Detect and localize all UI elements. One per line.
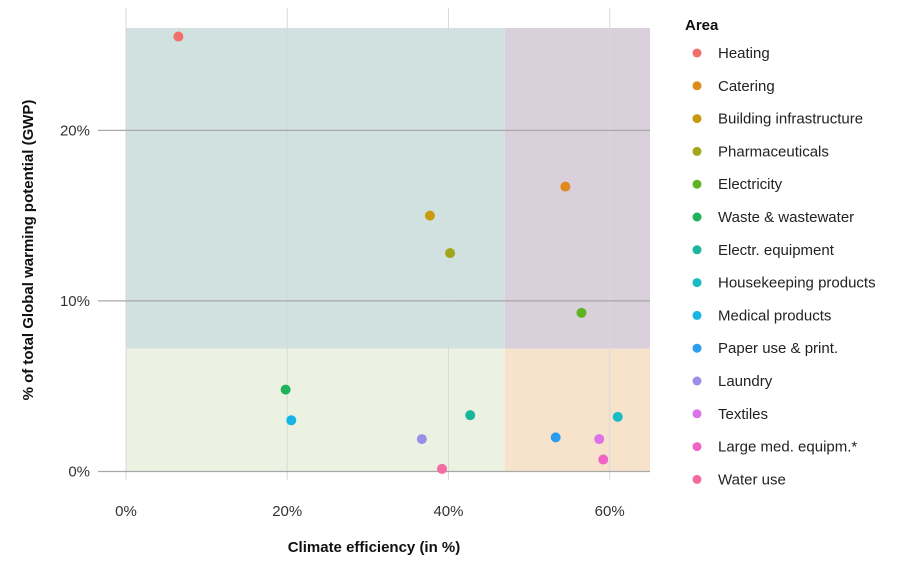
legend-item-electricity: Electricity [692,176,783,193]
point-water-use [437,463,448,474]
y-tick-label: 10% [60,293,90,310]
point-paper-use-print [550,432,561,443]
legend-marker [692,48,702,58]
legend-item-waste-wastewater: Waste & wastewater [692,209,854,226]
legend-label: Waste & wastewater [718,209,854,226]
legend-item-housekeeping-products: Housekeeping products [692,275,876,292]
point-waste-wastewater [280,384,291,395]
legend: Area Heating Catering Building infrastruct… [685,17,876,488]
background-region-1 [126,28,505,349]
legend-label: Laundry [718,373,773,390]
point-catering [560,181,571,192]
point-housekeeping-products [612,411,623,422]
x-axis-ticks: 0% 20% 40% 60% [115,503,625,520]
legend-label: Heating [718,45,770,62]
legend-marker [692,114,702,124]
point-electricity [576,307,587,318]
legend-label: Paper use & print. [718,340,838,357]
legend-marker [692,245,702,255]
legend-marker [692,474,702,484]
point-heating [173,31,184,42]
legend-marker [692,409,702,419]
legend-title: Area [685,17,719,34]
legend-label: Electricity [718,176,783,193]
y-tick-label: 20% [60,122,90,139]
point-pharmaceuticals [445,248,456,259]
legend-label: Building infrastructure [718,111,863,128]
legend-label: Housekeeping products [718,275,876,292]
legend-marker [692,212,702,222]
x-tick-label: 60% [595,503,625,520]
legend-items: Heating Catering Building infrastructure Ph… [692,45,876,488]
background-regions [126,28,650,472]
legend-label: Pharmaceuticals [718,143,829,160]
legend-label: Large med. equipm.* [718,439,857,456]
point-laundry [416,434,427,445]
gridlines [98,8,650,480]
point-electr-equipment [465,410,476,421]
y-axis-ticks: 0% 10% 20% [60,122,90,480]
legend-marker [692,278,702,288]
y-tick-label: 0% [68,463,90,480]
legend-item-medical-products: Medical products [692,307,831,324]
point-medical-products [286,415,297,426]
background-region-3 [126,348,505,472]
legend-item-heating: Heating [692,45,770,62]
legend-item-textiles: Textiles [692,406,768,423]
background-region-4 [504,348,650,472]
y-axis-title: % of total Global warming potential (GWP… [20,100,37,401]
legend-label: Medical products [718,307,831,324]
x-tick-label: 40% [433,503,463,520]
legend-label: Textiles [718,406,768,423]
legend-marker [692,146,702,156]
legend-marker [692,442,702,452]
legend-item-laundry: Laundry [692,373,773,390]
legend-marker [692,376,702,386]
point-textiles [594,434,605,445]
data-points [173,31,623,474]
legend-label: Water use [718,471,786,488]
x-tick-label: 0% [115,503,137,520]
legend-item-pharmaceuticals: Pharmaceuticals [692,143,829,160]
legend-item-paper-use-print: Paper use & print. [692,340,838,357]
legend-marker [692,179,702,189]
legend-marker [692,343,702,353]
background-region-2 [504,28,650,349]
legend-marker [692,81,702,91]
point-large-med-equipm [598,454,609,465]
legend-label: Electr. equipment [718,242,835,259]
legend-marker [692,310,702,320]
legend-label: Catering [718,78,775,95]
legend-item-catering: Catering [692,78,775,95]
legend-item-electr-equipment: Electr. equipment [692,242,835,259]
legend-item-large-med-equipm: Large med. equipm.* [692,439,857,456]
x-axis-title: Climate efficiency (in %) [288,539,461,556]
point-building-infrastructure [424,210,435,221]
legend-item-building-infrastructure: Building infrastructure [692,111,863,128]
legend-item-water-use: Water use [692,471,786,488]
x-tick-label: 20% [272,503,302,520]
